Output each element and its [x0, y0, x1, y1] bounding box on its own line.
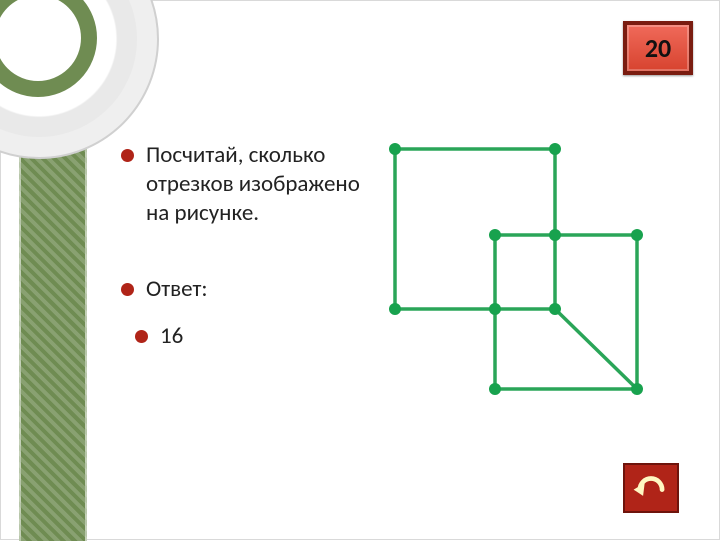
bullet-icon [121, 149, 134, 162]
bullet-icon [121, 283, 134, 296]
question-text: Посчитай, сколько отрезков изображено на… [146, 141, 381, 227]
diagram-node [489, 229, 501, 241]
answer-label: Ответ: [146, 275, 208, 304]
diagram-edge [555, 309, 637, 389]
return-button[interactable] [623, 463, 679, 513]
score-badge: 20 [623, 21, 693, 75]
score-value: 20 [645, 32, 671, 64]
diagram-node [631, 383, 643, 395]
segments-diagram [385, 139, 647, 399]
content-area: Посчитай, сколько отрезков изображено на… [121, 141, 381, 385]
bullet-icon [135, 330, 148, 343]
slide: 20 Посчитай, сколько отрезков изображено… [0, 0, 720, 540]
diagram-node [489, 303, 501, 315]
question-row: Посчитай, сколько отрезков изображено на… [121, 141, 381, 227]
diagram-node [389, 143, 401, 155]
answer-value: 16 [160, 322, 183, 351]
diagram-node [549, 229, 561, 241]
diagram-node [389, 303, 401, 315]
diagram-node [549, 303, 561, 315]
answer-value-row: 16 [135, 322, 381, 351]
diagram-node [631, 229, 643, 241]
diagram-node [489, 383, 501, 395]
diagram-node [549, 143, 561, 155]
return-arrow-icon [632, 471, 670, 505]
answer-label-row: Ответ: [121, 275, 381, 304]
